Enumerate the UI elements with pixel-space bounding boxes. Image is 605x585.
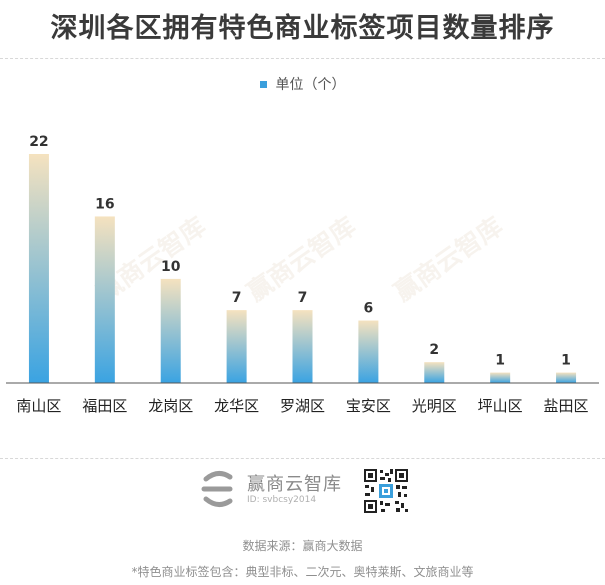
data-label: 1 [495,353,505,369]
legend-swatch [259,80,267,88]
bar-龙华区 [226,310,247,383]
chart-title: 深圳各区拥有特色商业标签项目数量排序 [50,13,555,44]
bar-chart: 22 南山区 16 福田区 10 龙岗区 7 龙华区 7 罗湖区 6 宝安区 2 光明区 1 坪山区 1 盐田区 [6,134,599,415]
data-label: 16 [95,196,114,212]
legend-label: 单位（个） [275,77,346,93]
data-label: 2 [429,342,439,358]
bar-盐田区 [556,372,577,383]
x-tick-label: 南山区 [16,397,61,415]
qr-code-icon [363,468,409,514]
x-tick-label: 光明区 [412,397,457,415]
brand-logo-icon [201,471,233,507]
footnote: *特色商业标签包含：典型非标、二次元、奥特莱斯、文旅商业等 [131,565,474,579]
bar-光明区 [424,362,445,383]
data-label: 10 [161,259,181,275]
x-tick-label: 罗湖区 [280,397,325,415]
data-source: 数据来源：赢商大数据 [242,539,363,553]
data-label: 1 [561,353,571,369]
bar-南山区 [28,154,49,383]
data-label: 6 [364,301,374,317]
bar-龙岗区 [160,278,181,383]
x-tick-label: 龙华区 [214,397,259,415]
brand-id: ID: svbcsy2014 [247,495,317,505]
footer-divider [0,458,605,459]
x-tick-label: 坪山区 [478,397,523,415]
bar-坪山区 [490,372,511,383]
title-divider [0,58,605,59]
data-label: 7 [298,290,308,306]
x-tick-label: 龙岗区 [148,397,193,415]
legend: 单位（个） [0,74,605,94]
bar-福田区 [94,216,115,383]
data-label: 7 [232,290,242,306]
bar-罗湖区 [292,310,313,383]
x-tick-label: 福田区 [82,397,127,415]
data-label: 22 [29,134,48,150]
x-tick-label: 宝安区 [346,397,391,415]
x-tick-label: 盐田区 [544,397,589,415]
brand-block: 赢商云智库 ID: svbcsy2014 [200,463,420,513]
bar-宝安区 [358,320,379,383]
brand-name: 赢商云智库 [247,474,342,495]
